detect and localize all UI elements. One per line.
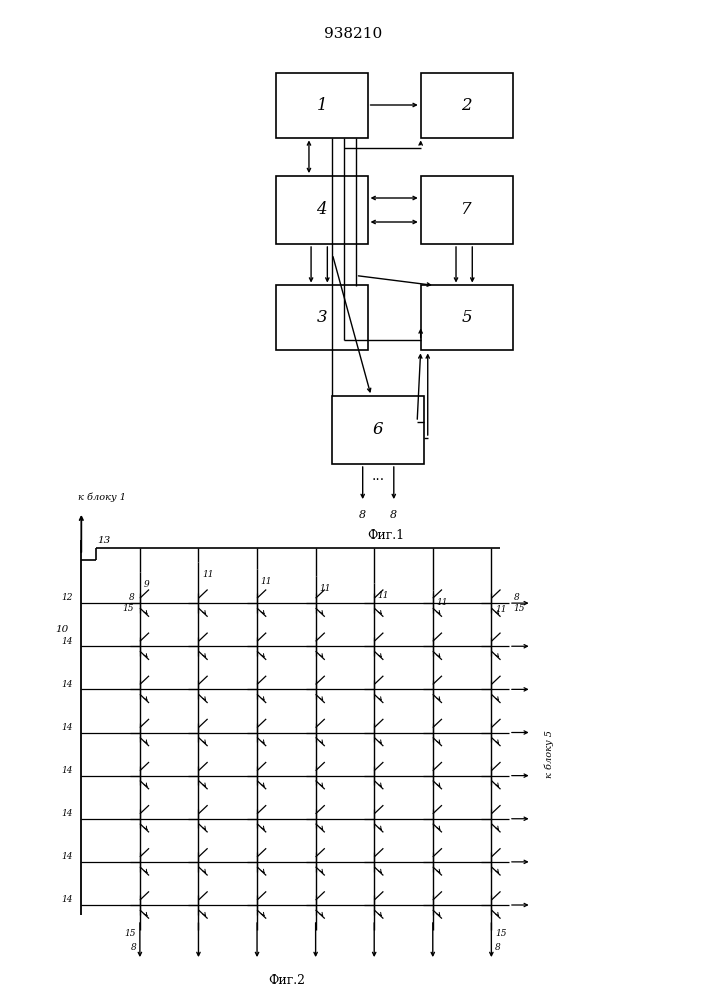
Text: 14: 14 — [62, 680, 73, 689]
Text: 15: 15 — [514, 604, 525, 613]
Text: 14: 14 — [62, 809, 73, 818]
Text: ...: ... — [372, 469, 385, 483]
Bar — [276, 176, 368, 244]
Text: 15: 15 — [125, 928, 136, 938]
Text: 4: 4 — [316, 202, 327, 219]
Bar — [276, 285, 368, 350]
Text: 8: 8 — [514, 593, 520, 602]
Text: 2: 2 — [461, 97, 472, 113]
Text: 15: 15 — [123, 604, 134, 613]
Text: 15: 15 — [495, 928, 506, 938]
Text: 8: 8 — [131, 942, 136, 952]
Text: к блоку 1: к блоку 1 — [78, 493, 126, 502]
Text: 6: 6 — [373, 422, 384, 438]
Text: 10: 10 — [55, 624, 69, 634]
Bar — [276, 73, 368, 137]
Text: 8: 8 — [495, 942, 501, 952]
Bar — [421, 285, 513, 350]
Text: 11: 11 — [319, 584, 331, 593]
Text: 14: 14 — [62, 723, 73, 732]
Text: 14: 14 — [62, 895, 73, 904]
Text: 11: 11 — [495, 605, 506, 614]
Text: 11: 11 — [378, 591, 390, 600]
Bar — [421, 73, 513, 137]
Text: 1: 1 — [316, 97, 327, 113]
Text: 14: 14 — [62, 637, 73, 646]
Text: 8: 8 — [359, 510, 366, 520]
Text: к блоку 5: к блоку 5 — [544, 730, 554, 778]
Text: 7: 7 — [461, 202, 472, 219]
Text: 938210: 938210 — [325, 27, 382, 41]
Text: 14: 14 — [62, 766, 73, 775]
Text: 3: 3 — [316, 310, 327, 326]
Text: 13: 13 — [98, 536, 111, 545]
Text: Фиг.1: Фиг.1 — [367, 529, 404, 542]
Text: 14: 14 — [62, 852, 73, 861]
Text: 8: 8 — [129, 593, 134, 602]
Text: 11: 11 — [436, 598, 448, 607]
Text: 9: 9 — [144, 580, 149, 589]
Text: 12: 12 — [62, 593, 73, 602]
Text: 11: 11 — [202, 570, 214, 579]
Bar — [332, 396, 424, 464]
Text: 8: 8 — [390, 510, 397, 520]
Text: 11: 11 — [261, 577, 272, 586]
Bar — [421, 176, 513, 244]
Text: Фиг.2: Фиг.2 — [268, 974, 305, 986]
Text: 5: 5 — [461, 310, 472, 326]
